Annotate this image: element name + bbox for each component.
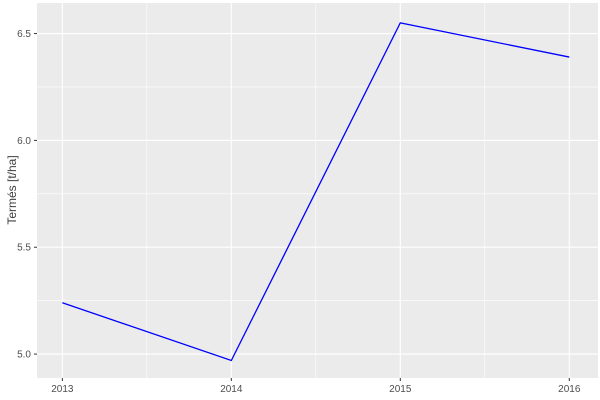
y-tick-label: 6.5 [17, 29, 31, 40]
y-tick-label: 5.5 [17, 243, 31, 254]
y-axis-title: Termés [t/ha] [5, 155, 19, 225]
plot-panel [37, 3, 598, 378]
x-tick-label: 2014 [220, 384, 243, 395]
x-tick-label: 2013 [51, 384, 74, 395]
y-tick-label: 5.0 [17, 350, 31, 361]
data-series-line [62, 22, 570, 362]
y-tick-label: 6.0 [17, 136, 31, 147]
x-tick-label: 2016 [558, 384, 581, 395]
x-tick-label: 2015 [389, 384, 412, 395]
